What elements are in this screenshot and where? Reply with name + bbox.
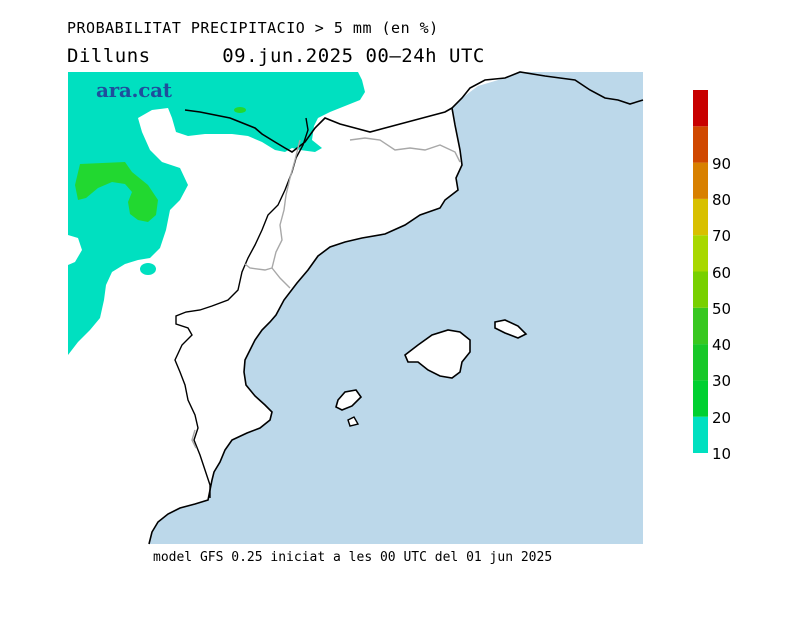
legend-label: 60: [712, 263, 732, 282]
legend-swatch-top: [693, 90, 708, 127]
probability-area-20: [75, 162, 158, 222]
island-formentera: [347, 416, 360, 427]
island-eivissa: [335, 389, 363, 411]
legend-label: 50: [712, 299, 732, 318]
map-title: PROBABILITAT PRECIPITACIO > 5 mm (en %): [67, 19, 439, 37]
pyrenees-border: [184, 107, 453, 153]
day-label: Dilluns: [67, 45, 151, 67]
model-info: model GFS 0.25 iniciat a les 00 UTC del …: [153, 550, 553, 565]
legend-swatch-70: [693, 198, 708, 236]
legend-label: 80: [712, 190, 732, 209]
probability-area-10: [68, 72, 365, 355]
legend-colorbar: [693, 90, 708, 453]
legend-label: 70: [712, 227, 732, 246]
legend-swatch-90: [693, 126, 708, 163]
province-borders: [191, 137, 461, 449]
coastline: [148, 71, 644, 545]
map-subtitle: Dilluns 09.jun.2025 00–24h UTC: [67, 45, 485, 67]
legend-swatch-40: [693, 307, 708, 345]
western-border: [174, 117, 309, 498]
legend-swatch-10: [693, 416, 708, 453]
ara-cat-logo[interactable]: ara.cat: [96, 78, 172, 102]
legend-label: 30: [712, 372, 732, 391]
legend-label: 10: [712, 445, 732, 463]
probability-area-10-blob: [140, 263, 156, 275]
legend-label: 20: [712, 408, 732, 427]
datetime-label: 09.jun.2025 00–24h UTC: [222, 45, 485, 67]
legend-swatch-60: [693, 235, 708, 272]
legend-swatch-30: [693, 344, 708, 381]
island-mallorca: [404, 329, 471, 379]
probability-gap: [68, 235, 82, 265]
legend-label: 40: [712, 336, 732, 355]
legend-label: 90: [712, 154, 732, 173]
legend-swatch-80: [693, 162, 708, 199]
legend-swatch-20: [693, 380, 708, 417]
probability-area-20-small: [234, 107, 246, 113]
island-menorca: [494, 319, 528, 339]
legend-swatch-50: [693, 271, 708, 308]
